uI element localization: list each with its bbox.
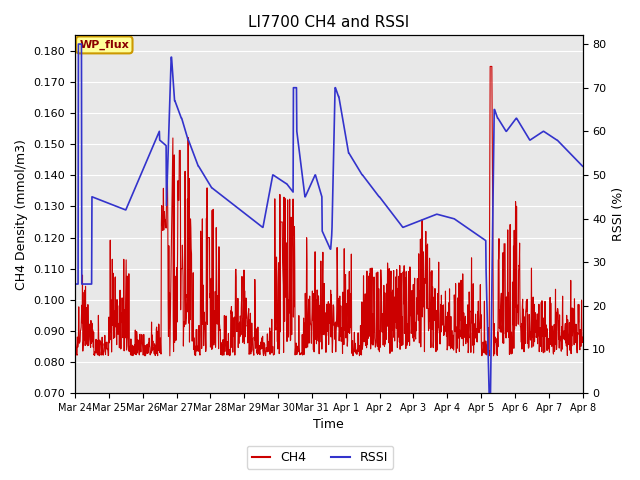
Title: LI7700 CH4 and RSSI: LI7700 CH4 and RSSI: [248, 15, 410, 30]
Legend: CH4, RSSI: CH4, RSSI: [246, 446, 394, 469]
Y-axis label: CH4 Density (mmol/m3): CH4 Density (mmol/m3): [15, 139, 28, 289]
X-axis label: Time: Time: [314, 419, 344, 432]
Y-axis label: RSSI (%): RSSI (%): [612, 187, 625, 241]
Text: WP_flux: WP_flux: [79, 40, 129, 50]
